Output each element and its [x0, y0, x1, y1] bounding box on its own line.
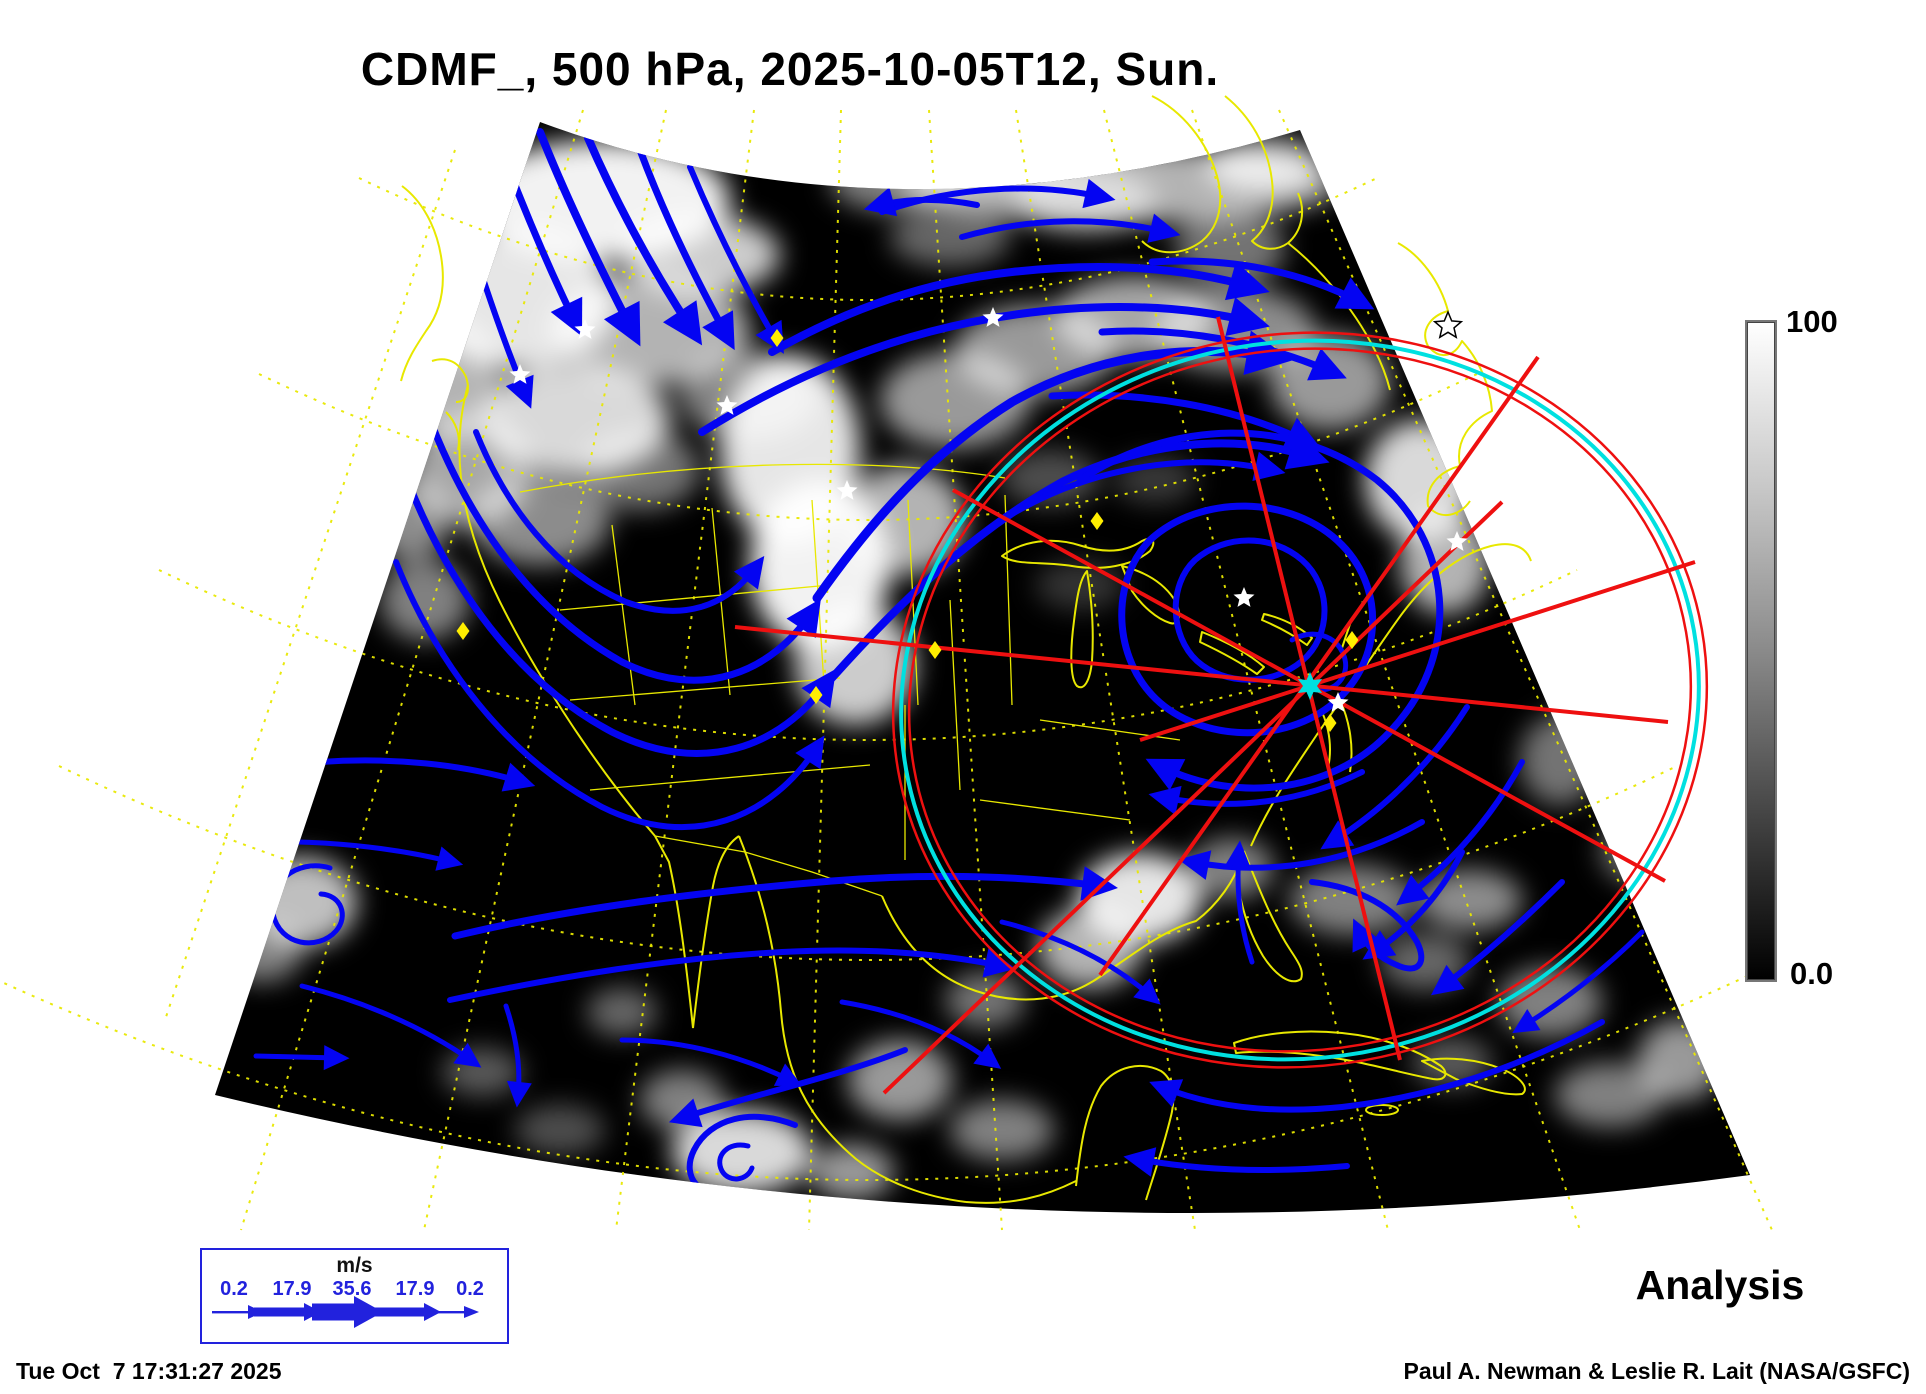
wind-value: 17.9 [395, 1278, 435, 1300]
colorbar-max-label: 100 [1786, 304, 1838, 339]
grayscale-colorbar [1745, 320, 1777, 982]
wind-speed-legend: m/s 0.2 17.9 35.6 17.9 0.2 [200, 1248, 509, 1344]
analysis-label: Analysis [1635, 1262, 1805, 1308]
wind-value: 0.2 [456, 1278, 484, 1300]
timestamp: Tue Oct 7 17:31:27 2025 [16, 1358, 282, 1384]
wind-value: 0.2 [220, 1278, 248, 1300]
wind-value: 35.6 [332, 1278, 372, 1300]
center-star-marker [1297, 672, 1323, 700]
credit: Paul A. Newman & Leslie R. Lait (NASA/GS… [1403, 1358, 1910, 1384]
diamond-markers [456, 329, 1359, 732]
wind-speed-arrow-icon [212, 1296, 479, 1328]
range-ring [891, 331, 1709, 1069]
colorbar-min-label: 0.0 [1790, 956, 1834, 991]
wind-unit-label: m/s [336, 1254, 373, 1277]
page-title: CDMF_, 500 hPa, 2025-10-05T12, Sun. [360, 43, 1220, 95]
wind-value: 17.9 [272, 1278, 312, 1300]
projection-fan [215, 122, 1750, 1214]
star-markers [509, 307, 1468, 712]
